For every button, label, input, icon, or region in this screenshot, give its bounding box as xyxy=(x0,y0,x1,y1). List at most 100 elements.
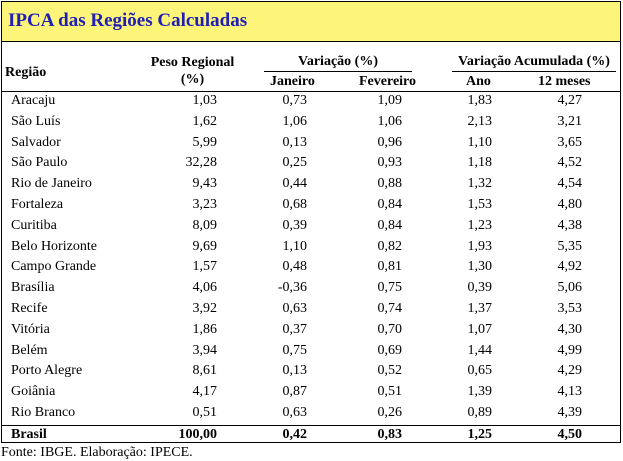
cell-fevereiro: 0,26 xyxy=(377,405,403,420)
cell-regiao: Brasília xyxy=(11,280,55,296)
cell-peso: 5,99 xyxy=(192,134,218,150)
cell-janeiro: -0,36 xyxy=(277,280,307,296)
total-ano: 1,25 xyxy=(467,427,493,442)
cell-fevereiro: 0,51 xyxy=(377,384,403,400)
cell-regiao: São Paulo xyxy=(11,155,68,171)
header-fevereiro: Fevereiro xyxy=(359,74,417,89)
cell-regiao: Fortaleza xyxy=(11,197,64,212)
cell-12-meses: 4,92 xyxy=(557,259,583,275)
cell-regiao: Belém xyxy=(11,342,48,358)
cell-fevereiro: 1,09 xyxy=(377,93,403,108)
cell-peso: 3,94 xyxy=(192,342,218,358)
cell-regiao: Goiânia xyxy=(11,384,56,400)
cell-regiao: Belo Horizonte xyxy=(11,238,97,254)
cell-ano: 1,83 xyxy=(467,93,493,108)
cell-regiao: Porto Alegre xyxy=(11,363,83,379)
cell-12-meses: 4,80 xyxy=(557,197,583,212)
cell-peso: 0,51 xyxy=(192,405,218,420)
cell-ano: 1,30 xyxy=(467,259,493,275)
cell-peso: 4,17 xyxy=(192,384,218,400)
cell-peso: 4,06 xyxy=(192,280,218,296)
cell-12-meses: 5,35 xyxy=(557,238,583,254)
cell-peso: 1,57 xyxy=(192,259,218,275)
ipca-table: IPCA das Regiões Calculadas Região Peso … xyxy=(1,1,621,443)
total-peso: 100,00 xyxy=(178,427,218,442)
cell-fevereiro: 0,81 xyxy=(377,259,403,275)
cell-janeiro: 1,06 xyxy=(282,113,308,129)
cell-ano: 0,65 xyxy=(467,363,493,379)
total-janeiro: 0,42 xyxy=(282,427,308,442)
cell-regiao: Campo Grande xyxy=(11,259,97,275)
header-regiao: Região xyxy=(5,65,47,80)
cell-regiao: Recife xyxy=(11,301,48,316)
source-note: Fonte: IBGE. Elaboração: IPECE. xyxy=(1,445,193,460)
cell-12-meses: 4,39 xyxy=(557,405,583,420)
cell-peso: 9,69 xyxy=(192,238,218,254)
cell-janeiro: 0,63 xyxy=(282,405,308,420)
cell-fevereiro: 0,69 xyxy=(377,342,403,358)
cell-fevereiro: 0,52 xyxy=(377,363,403,379)
cell-peso: 32,28 xyxy=(185,155,218,171)
total-fevereiro: 0,83 xyxy=(377,427,403,442)
cell-janeiro: 0,63 xyxy=(282,301,308,316)
header-janeiro: Janeiro xyxy=(270,74,315,89)
cell-peso: 9,43 xyxy=(192,176,218,192)
table-title: IPCA das Regiões Calculadas xyxy=(8,10,248,31)
cell-fevereiro: 0,74 xyxy=(377,301,403,316)
cell-12-meses: 3,65 xyxy=(557,134,583,150)
cell-peso: 1,86 xyxy=(192,321,218,337)
cell-ano: 0,39 xyxy=(467,280,493,296)
cell-ano: 1,23 xyxy=(467,217,493,233)
cell-12-meses: 5,06 xyxy=(557,280,583,296)
total-12-meses: 4,50 xyxy=(557,427,583,442)
cell-regiao: Rio Branco xyxy=(11,405,76,420)
total-regiao: Brasil xyxy=(11,427,47,442)
title-bar: IPCA das Regiões Calculadas xyxy=(2,2,620,42)
cell-janeiro: 0,44 xyxy=(282,176,308,192)
cell-regiao: Rio de Janeiro xyxy=(11,176,92,192)
cell-peso: 1,03 xyxy=(192,93,218,108)
cell-ano: 1,93 xyxy=(467,238,493,254)
variacao-underline xyxy=(264,71,412,72)
cell-12-meses: 3,53 xyxy=(557,301,583,316)
variacao-acumulada-underline xyxy=(452,71,616,72)
cell-janeiro: 0,75 xyxy=(282,342,308,358)
cell-janeiro: 0,87 xyxy=(282,384,308,400)
cell-regiao: Curitiba xyxy=(11,217,57,233)
cell-janeiro: 0,13 xyxy=(282,363,308,379)
header-ano: Ano xyxy=(466,74,491,89)
cell-fevereiro: 0,84 xyxy=(377,217,403,233)
header-peso-line1: Peso Regional xyxy=(150,55,235,70)
cell-peso: 1,62 xyxy=(192,113,218,129)
cell-12-meses: 4,29 xyxy=(557,363,583,379)
cell-janeiro: 0,13 xyxy=(282,134,308,150)
cell-ano: 1,37 xyxy=(467,301,493,316)
cell-janeiro: 0,68 xyxy=(282,197,308,212)
cell-12-meses: 3,21 xyxy=(557,113,583,129)
cell-regiao: Aracaju xyxy=(11,93,56,108)
header-variacao: Variação (%) xyxy=(298,54,378,69)
cell-12-meses: 4,27 xyxy=(557,93,583,108)
cell-fevereiro: 1,06 xyxy=(377,113,403,129)
cell-janeiro: 0,48 xyxy=(282,259,308,275)
cell-janeiro: 0,25 xyxy=(282,155,308,171)
cell-ano: 1,18 xyxy=(467,155,493,171)
cell-fevereiro: 0,96 xyxy=(377,134,403,150)
cell-ano: 1,53 xyxy=(467,197,493,212)
cell-fevereiro: 0,75 xyxy=(377,280,403,296)
cell-regiao: São Luís xyxy=(11,113,61,129)
cell-janeiro: 0,37 xyxy=(282,321,308,337)
cell-regiao: Salvador xyxy=(11,134,61,150)
cell-12-meses: 4,30 xyxy=(557,321,583,337)
cell-12-meses: 4,99 xyxy=(557,342,583,358)
cell-12-meses: 4,13 xyxy=(557,384,583,400)
cell-fevereiro: 0,70 xyxy=(377,321,403,337)
header-variacao-acumulada: Variação Acumulada (%) xyxy=(458,54,610,69)
cell-ano: 0,89 xyxy=(467,405,493,420)
cell-peso: 3,23 xyxy=(192,197,218,212)
cell-12-meses: 4,52 xyxy=(557,155,583,171)
header-12-meses: 12 meses xyxy=(538,74,591,89)
cell-fevereiro: 0,88 xyxy=(377,176,403,192)
cell-janeiro: 0,73 xyxy=(282,93,308,108)
cell-janeiro: 1,10 xyxy=(282,238,308,254)
